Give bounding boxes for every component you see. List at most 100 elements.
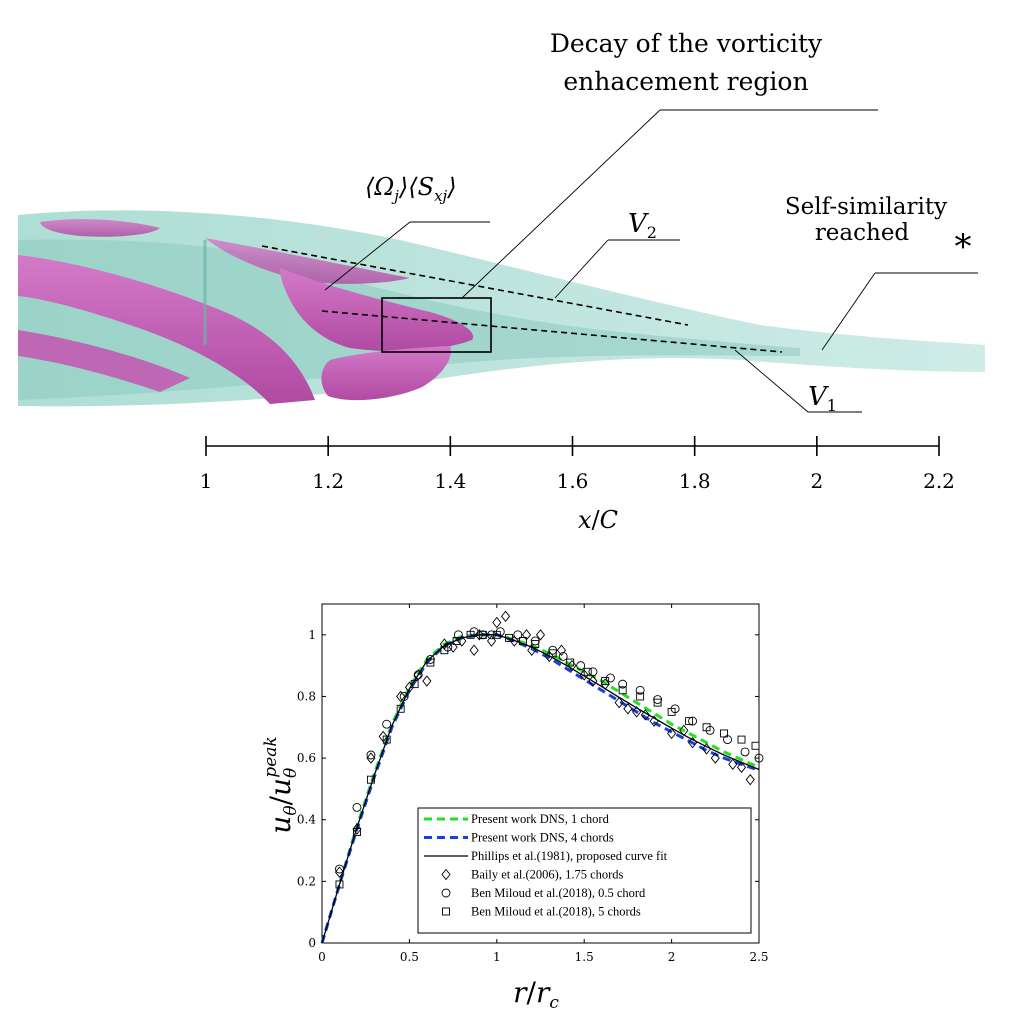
diamond-data-point bbox=[366, 752, 376, 764]
top-axis-tick-label: 2 bbox=[810, 469, 823, 493]
square-data-point bbox=[440, 646, 449, 655]
circle-data-point bbox=[530, 636, 540, 646]
close-bracket: ⟩ bbox=[446, 173, 456, 201]
circle-data-point bbox=[513, 630, 523, 640]
square-data-point bbox=[751, 741, 760, 750]
legend-entry-label: Present work DNS, 4 chords bbox=[471, 831, 614, 845]
square-data-point bbox=[353, 828, 361, 837]
diamond-data-point bbox=[614, 696, 624, 709]
square-data-point bbox=[505, 633, 513, 642]
top-axis-tick-label: 1.8 bbox=[679, 469, 711, 493]
circle-data-point bbox=[588, 667, 598, 677]
square-data-point bbox=[566, 658, 575, 667]
legend-entry-label: Phillips et al.(1981), proposed curve fi… bbox=[471, 849, 668, 863]
circle-data-point bbox=[635, 685, 645, 695]
diamond-data-point bbox=[567, 659, 577, 672]
circle-data-point bbox=[618, 679, 628, 689]
legend-entry-label: Present work DNS, 1 chord bbox=[471, 812, 610, 826]
square-data-point bbox=[335, 880, 344, 889]
square-data-point bbox=[548, 649, 557, 658]
circle-data-point bbox=[453, 630, 463, 640]
circle-data-point bbox=[382, 719, 392, 729]
pink-lower-blob bbox=[321, 346, 451, 401]
svg-text:uθ/uθpeak: uθ/uθpeak bbox=[261, 736, 301, 833]
square-data-point bbox=[667, 707, 676, 716]
svg-text:⟨Ωj⟩⟨Sxj⟩: ⟨Ωj⟩⟨Sxj⟩ bbox=[365, 173, 457, 205]
square-data-point bbox=[452, 637, 461, 645]
diamond-data-point bbox=[544, 650, 554, 663]
x-tick-label: 2.5 bbox=[749, 950, 768, 964]
square-data-point bbox=[720, 729, 728, 738]
circle-data-point bbox=[413, 670, 423, 680]
square-data-point bbox=[466, 630, 475, 639]
diamond-data-point bbox=[579, 669, 589, 681]
diamond-data-point bbox=[556, 644, 567, 656]
legend-square-marker bbox=[442, 907, 450, 916]
diamond-data-point bbox=[500, 610, 511, 623]
square-data-point bbox=[396, 704, 405, 713]
omega-subscript: j bbox=[391, 187, 399, 205]
chart-legend: Present work DNS, 1 chord Present work DN… bbox=[417, 807, 752, 934]
square-data-point bbox=[519, 637, 527, 645]
y-tick-label: 0 bbox=[308, 936, 316, 950]
pink-left-sheet bbox=[18, 255, 315, 404]
diamond-data-point bbox=[474, 629, 484, 641]
circle-data-point bbox=[740, 747, 750, 757]
diamond-data-point bbox=[588, 675, 598, 687]
v2-label: V2 bbox=[628, 209, 657, 242]
top-axis-label-slash: / bbox=[592, 506, 601, 534]
y-tick-label: 0.2 bbox=[297, 874, 316, 888]
legend-entry-label: Ben Miloud et al.(2018), 0.5 chord bbox=[471, 886, 646, 900]
square-data-point bbox=[531, 640, 540, 649]
circle-data-point bbox=[487, 630, 497, 640]
decay-leader bbox=[461, 109, 661, 299]
circle-data-point bbox=[754, 753, 764, 763]
top-axis-label-x: x bbox=[578, 506, 592, 534]
v2-sub: 2 bbox=[647, 223, 657, 242]
circle-data-point bbox=[399, 692, 409, 701]
v2-main: V bbox=[628, 209, 649, 239]
square-data-point bbox=[366, 775, 375, 784]
circle-data-point bbox=[425, 655, 435, 664]
top-axis-label: x/C bbox=[578, 506, 618, 534]
omega-s-label: ⟨Ωj⟩⟨Sxj⟩ bbox=[365, 173, 457, 205]
diamond-data-point bbox=[334, 866, 345, 878]
diamond-data-point bbox=[687, 736, 698, 749]
square-data-point bbox=[583, 667, 592, 676]
v2-trajectory-line bbox=[261, 245, 689, 326]
omega-leader bbox=[324, 221, 411, 291]
diamond-data-point bbox=[640, 709, 650, 721]
diamond-data-point bbox=[509, 635, 519, 647]
square-data-point bbox=[410, 680, 419, 689]
square-data-point bbox=[601, 677, 610, 685]
diamond-data-point bbox=[623, 703, 633, 715]
circle-data-point bbox=[478, 630, 488, 640]
pink-upper-sheet bbox=[40, 219, 160, 237]
self-similarity-leader bbox=[821, 272, 876, 351]
square-data-point bbox=[636, 692, 645, 701]
self-similarity-line1: Self-similarity bbox=[785, 194, 947, 220]
diamond-data-point bbox=[486, 635, 497, 647]
v1-main: V bbox=[808, 382, 829, 412]
circle-data-point bbox=[335, 864, 344, 874]
diamond-data-point bbox=[649, 715, 659, 727]
diamond-data-point bbox=[728, 758, 738, 770]
x-tick-label: 0 bbox=[318, 950, 326, 964]
decay-region-box bbox=[381, 297, 492, 353]
circle-data-point bbox=[576, 661, 586, 671]
pink-upper-filament bbox=[205, 238, 410, 284]
diamond-data-point bbox=[396, 690, 406, 703]
circle-data-point bbox=[366, 750, 376, 760]
square-data-point bbox=[702, 723, 711, 732]
square-data-point bbox=[737, 735, 746, 744]
square-data-point bbox=[492, 630, 501, 639]
top-x-axis: 1 1.2 1.4 1.6 1.8 2 2.2 bbox=[200, 436, 955, 493]
diamond-data-point bbox=[535, 629, 546, 641]
diamond-data-point bbox=[422, 675, 432, 687]
legend-circle-marker bbox=[441, 888, 451, 898]
phillips-curve-fit-line bbox=[321, 634, 760, 944]
diamond-data-point bbox=[736, 761, 747, 774]
circle-data-point bbox=[548, 645, 558, 655]
legend-entry-label: Baily et al.(2006), 1.75 chords bbox=[471, 868, 624, 882]
